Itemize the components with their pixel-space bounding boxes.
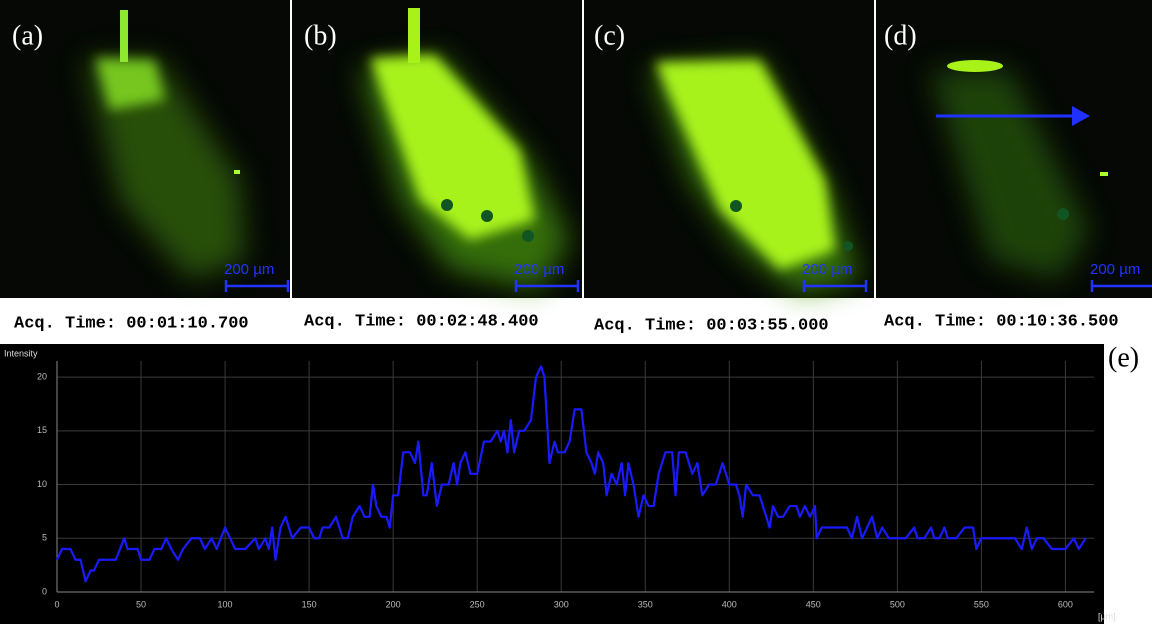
x-tick-label: 300 xyxy=(554,599,569,609)
scale-bar xyxy=(224,280,290,292)
scale-label: 200 µm xyxy=(514,261,564,278)
panel-c xyxy=(584,0,874,298)
fluorescence xyxy=(947,60,1003,72)
x-tick-label: 50 xyxy=(136,599,146,609)
panel-label: (b) xyxy=(304,20,337,51)
panel-label: (d) xyxy=(884,20,917,51)
y-tick-label: 20 xyxy=(37,371,47,381)
speck xyxy=(234,170,240,174)
fluorescence xyxy=(370,55,535,240)
panel-a xyxy=(0,0,290,298)
y-tick-label: 10 xyxy=(37,479,47,489)
chart-background xyxy=(0,344,1104,624)
bubble xyxy=(441,199,453,211)
arrowhead xyxy=(1072,106,1090,126)
scale-label: 200 µm xyxy=(1090,261,1140,278)
bubble xyxy=(1057,208,1069,220)
panel-b xyxy=(292,0,582,298)
fluorescence xyxy=(95,58,165,110)
acquisition-time: Acq. Time: 00:02:48.400 xyxy=(304,312,539,331)
x-tick-label: 100 xyxy=(218,599,233,609)
scale-label: 200 µm xyxy=(224,261,274,278)
y-tick-label: 5 xyxy=(42,533,47,543)
y-tick-label: 0 xyxy=(42,586,47,596)
y-tick-label: 15 xyxy=(37,425,47,435)
acquisition-time: Acq. Time: 00:03:55.000 xyxy=(594,316,829,335)
x-axis-label: [µm] xyxy=(1098,611,1116,621)
bubble xyxy=(481,210,493,222)
scale-bar xyxy=(514,280,580,292)
pipette xyxy=(408,8,420,63)
scale-bars: 200 µm 200 µm 200 µm 200 µm xyxy=(224,261,1152,292)
fluorescence xyxy=(930,70,1090,280)
x-tick-label: 450 xyxy=(806,599,821,609)
panel-label: (e) xyxy=(1108,342,1139,373)
x-tick-label: 0 xyxy=(54,599,59,609)
x-tick-label: 400 xyxy=(722,599,737,609)
x-tick-label: 600 xyxy=(1058,599,1073,609)
x-tick-label: 550 xyxy=(974,599,989,609)
acquisition-time: Acq. Time: 00:10:36.500 xyxy=(884,312,1119,331)
speck xyxy=(1100,172,1108,176)
x-tick-label: 200 xyxy=(386,599,401,609)
x-tick-label: 500 xyxy=(890,599,905,609)
bubble xyxy=(843,241,853,251)
scale-label: 200 µm xyxy=(802,261,852,278)
panel-label: (c) xyxy=(594,20,625,51)
panel-label: (a) xyxy=(12,20,43,51)
bubble xyxy=(522,230,534,242)
panel-d xyxy=(876,0,1152,298)
x-tick-label: 250 xyxy=(470,599,485,609)
pipette xyxy=(120,10,128,62)
bubble xyxy=(730,200,742,212)
acquisition-time: Acq. Time: 00:01:10.700 xyxy=(14,314,249,333)
fluorescence xyxy=(655,60,835,270)
x-tick-label: 150 xyxy=(302,599,317,609)
fluorescence xyxy=(85,60,245,280)
data-line xyxy=(56,365,1087,583)
scale-bar xyxy=(1090,280,1152,292)
scale-bar xyxy=(802,280,868,292)
x-tick-label: 350 xyxy=(638,599,653,609)
y-axis-label: Intensity xyxy=(4,348,38,358)
